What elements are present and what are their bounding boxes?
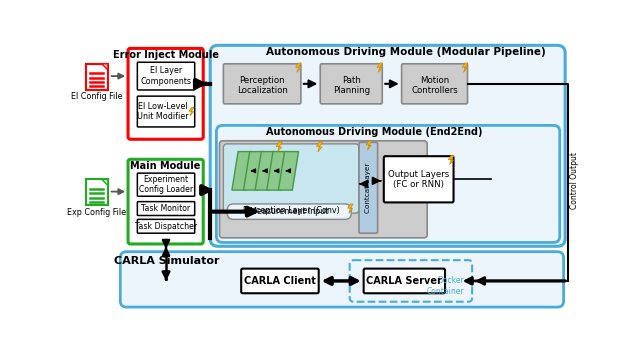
Polygon shape xyxy=(278,152,298,190)
FancyBboxPatch shape xyxy=(402,64,467,104)
Polygon shape xyxy=(366,141,372,150)
Text: EI Low-Level
Unit Modifier: EI Low-Level Unit Modifier xyxy=(137,102,189,121)
Text: Autonomous Driving Module (End2End): Autonomous Driving Module (End2End) xyxy=(266,127,483,137)
Text: Motion
Controllers: Motion Controllers xyxy=(411,76,458,95)
Text: EI Config File: EI Config File xyxy=(71,93,123,101)
Text: Perception
Localization: Perception Localization xyxy=(237,76,287,95)
Text: Exp Config File: Exp Config File xyxy=(67,208,127,217)
Text: Control Output: Control Output xyxy=(570,152,579,209)
Text: CARLA Server: CARLA Server xyxy=(367,276,442,286)
FancyBboxPatch shape xyxy=(138,173,195,196)
Text: Task Dispatcher: Task Dispatcher xyxy=(135,222,197,231)
FancyBboxPatch shape xyxy=(86,64,108,90)
Text: Error Inject Module: Error Inject Module xyxy=(113,50,219,60)
FancyBboxPatch shape xyxy=(86,179,108,206)
Polygon shape xyxy=(244,152,264,190)
Polygon shape xyxy=(102,64,108,70)
FancyBboxPatch shape xyxy=(223,64,301,104)
Polygon shape xyxy=(448,155,454,165)
FancyBboxPatch shape xyxy=(138,96,195,127)
Text: Main Module: Main Module xyxy=(131,161,201,171)
FancyBboxPatch shape xyxy=(384,156,454,202)
Text: Contcat Layer: Contcat Layer xyxy=(365,163,371,213)
Polygon shape xyxy=(296,63,301,72)
Polygon shape xyxy=(276,142,282,152)
FancyBboxPatch shape xyxy=(216,125,560,243)
FancyBboxPatch shape xyxy=(138,219,195,233)
FancyBboxPatch shape xyxy=(359,142,378,233)
FancyBboxPatch shape xyxy=(120,252,564,307)
Text: Autonomous Driving Module (Modular Pipeline): Autonomous Driving Module (Modular Pipel… xyxy=(266,47,545,57)
FancyBboxPatch shape xyxy=(320,64,382,104)
Text: Perception Layer (Conv): Perception Layer (Conv) xyxy=(243,206,340,215)
FancyBboxPatch shape xyxy=(223,144,359,213)
Text: Docker
Container: Docker Container xyxy=(427,276,465,296)
Text: Output Layers
(FC or RNN): Output Layers (FC or RNN) xyxy=(388,170,449,189)
FancyBboxPatch shape xyxy=(138,202,195,215)
Polygon shape xyxy=(267,152,287,190)
Polygon shape xyxy=(377,63,383,72)
Text: Path
Planning: Path Planning xyxy=(333,76,370,95)
FancyBboxPatch shape xyxy=(349,260,472,302)
FancyBboxPatch shape xyxy=(364,269,445,293)
Text: Task Monitor: Task Monitor xyxy=(141,204,191,213)
Polygon shape xyxy=(102,179,108,186)
FancyBboxPatch shape xyxy=(138,62,195,90)
Polygon shape xyxy=(348,204,353,213)
Text: Measurement Input: Measurement Input xyxy=(250,207,328,216)
Text: CARLA Simulator: CARLA Simulator xyxy=(114,256,220,266)
Polygon shape xyxy=(232,152,252,190)
FancyBboxPatch shape xyxy=(128,49,204,139)
FancyBboxPatch shape xyxy=(220,141,428,238)
FancyBboxPatch shape xyxy=(227,204,351,219)
FancyBboxPatch shape xyxy=(210,45,565,246)
Text: EI Layer
Components: EI Layer Components xyxy=(141,67,191,86)
FancyBboxPatch shape xyxy=(128,159,204,244)
Text: CARLA Client: CARLA Client xyxy=(244,276,316,286)
FancyBboxPatch shape xyxy=(241,269,319,293)
Polygon shape xyxy=(255,152,275,190)
Text: Experiment
Config Loader: Experiment Config Loader xyxy=(139,175,193,194)
Polygon shape xyxy=(462,63,468,72)
Polygon shape xyxy=(316,142,323,152)
Polygon shape xyxy=(189,107,194,116)
